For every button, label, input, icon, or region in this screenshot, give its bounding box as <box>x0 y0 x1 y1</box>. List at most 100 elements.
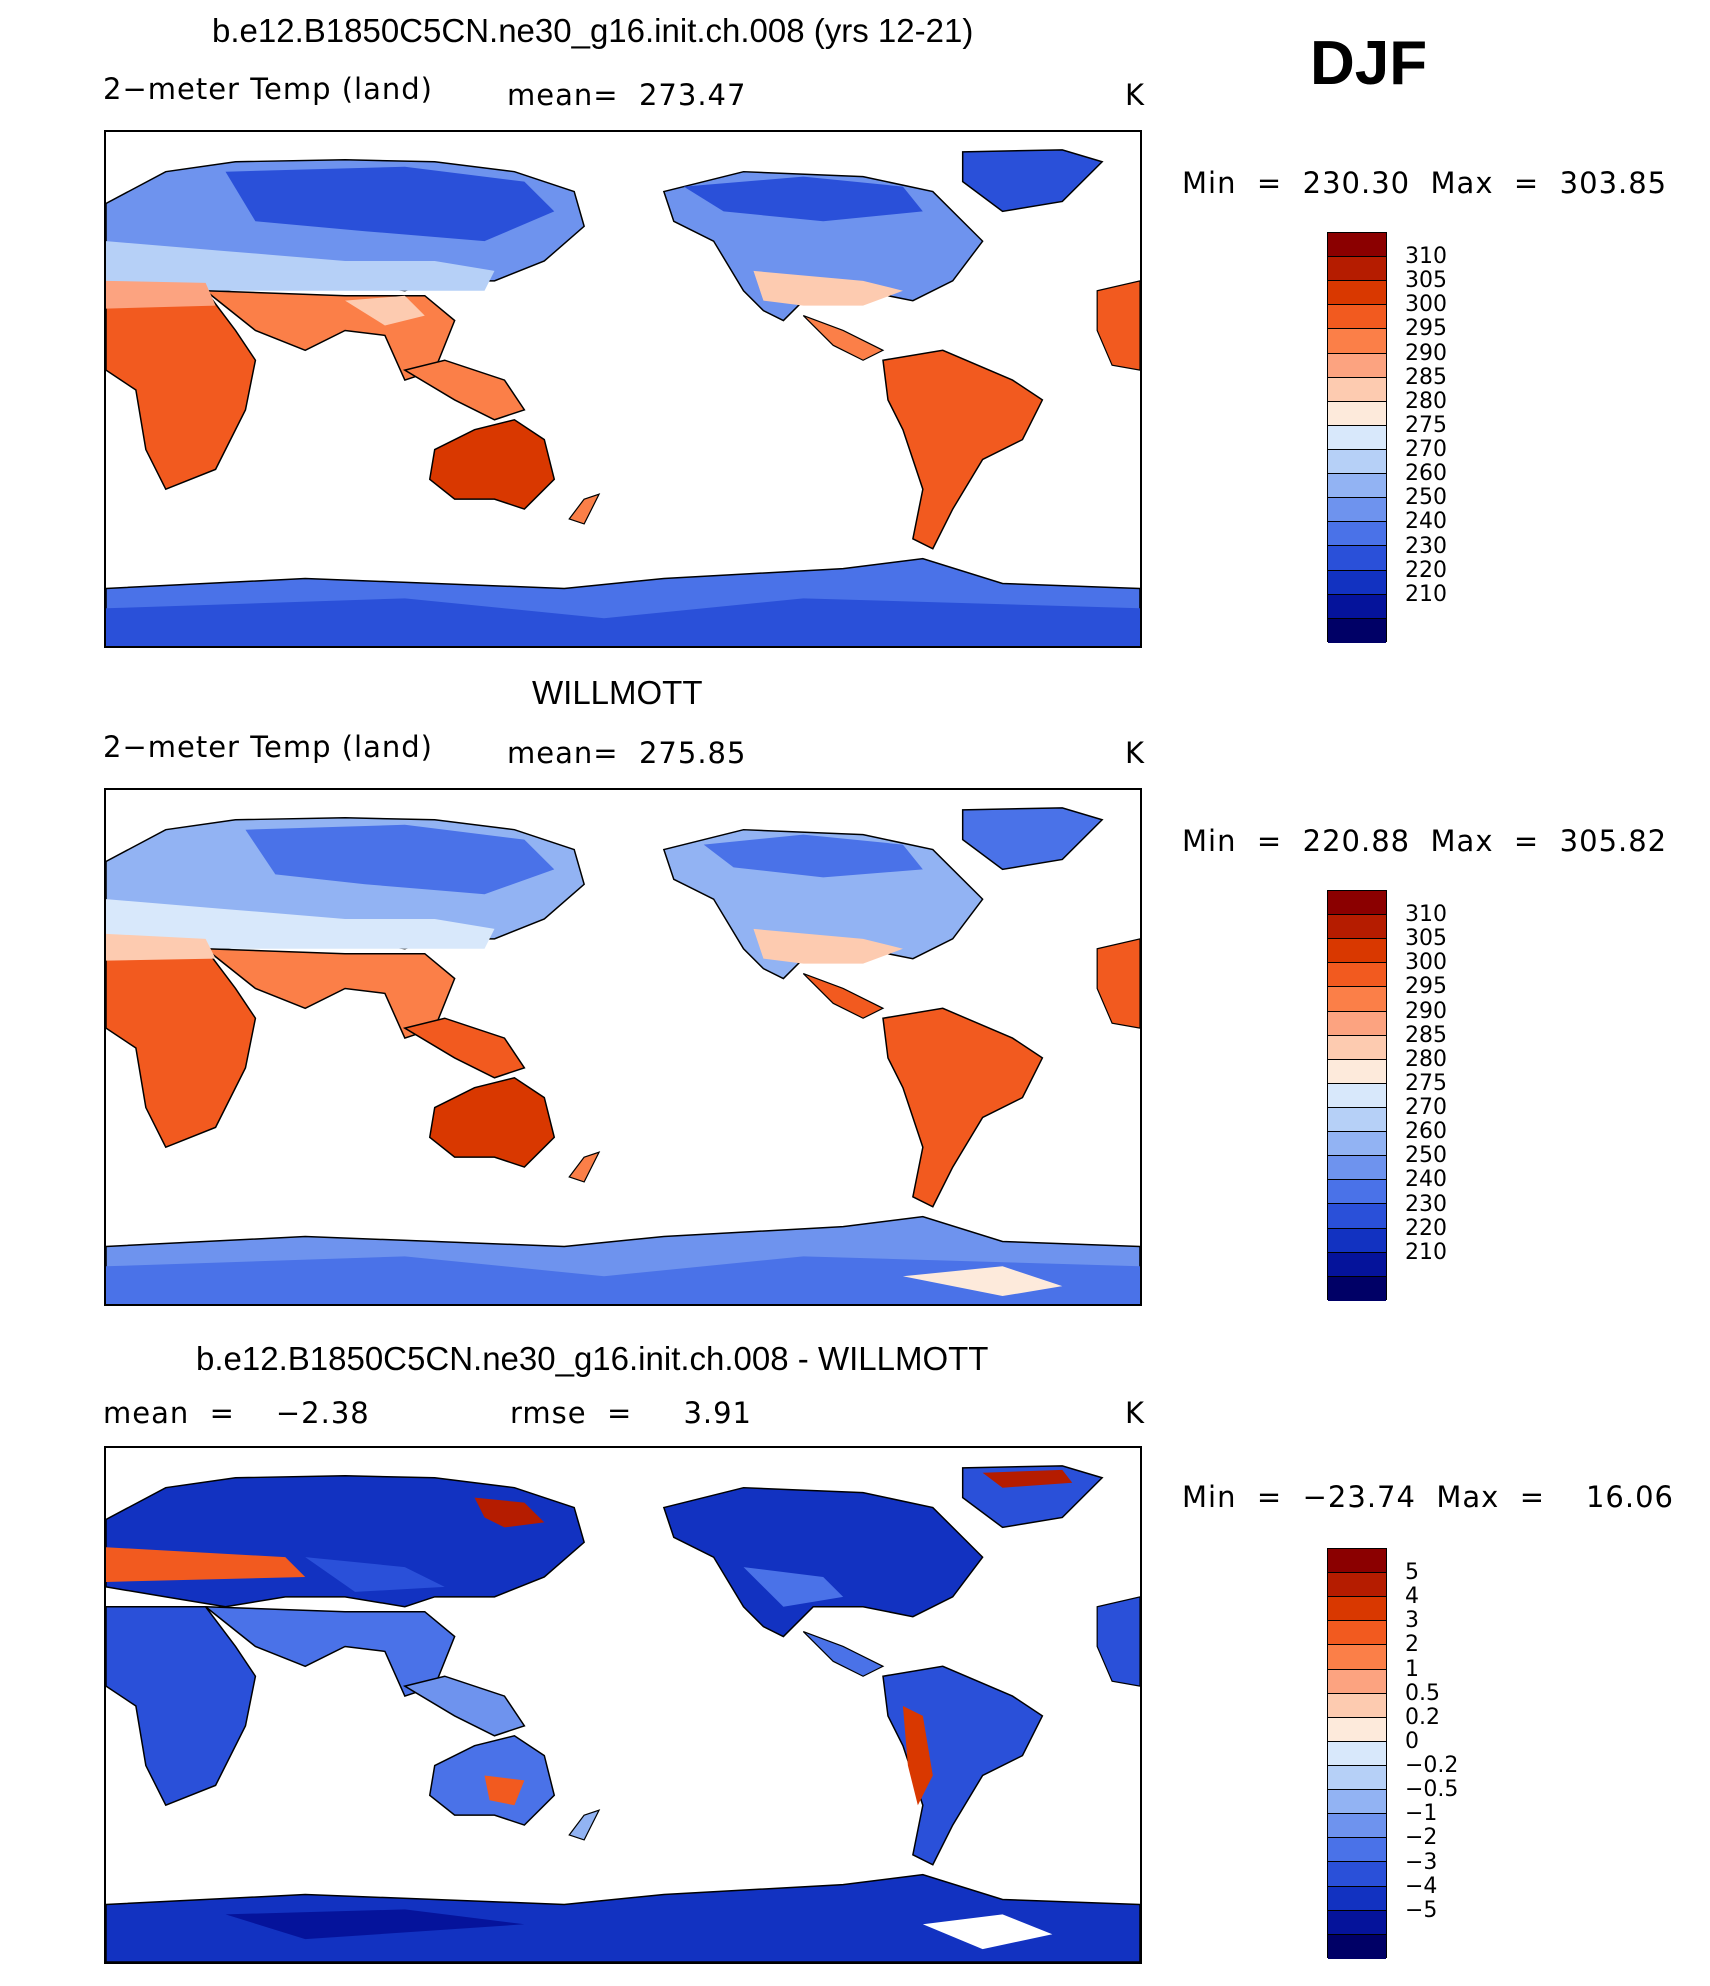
season-label: DJF <box>1310 29 1428 98</box>
panel2-units: K <box>1125 736 1146 770</box>
colorbar-segment <box>1328 233 1386 258</box>
colorbar-segment <box>1328 1252 1386 1277</box>
colorbar-tick-label: 285 <box>1405 1022 1447 1048</box>
panel1-map <box>104 130 1142 648</box>
colorbar-segment <box>1328 1107 1386 1133</box>
colorbar-tick-label: 240 <box>1405 1167 1447 1193</box>
colorbar-segment <box>1328 474 1386 499</box>
colorbar-tick-label: 310 <box>1405 244 1447 270</box>
colorbar-segment <box>1328 1180 1386 1205</box>
panel3-minmax: Min = −23.74 Max = 16.06 <box>1182 1480 1674 1514</box>
colorbar-segment <box>1328 1011 1386 1036</box>
colorbar-segment <box>1328 1204 1386 1229</box>
colorbar-tick-label: 305 <box>1405 926 1447 952</box>
colorbar-tick-label: −2 <box>1405 1825 1438 1851</box>
colorbar-tick-label: 260 <box>1405 1119 1447 1145</box>
colorbar-tick-label: 290 <box>1405 340 1447 366</box>
colorbar-segment <box>1328 963 1386 988</box>
panel2-minmax: Min = 220.88 Max = 305.82 <box>1182 824 1668 858</box>
panel3-map <box>104 1446 1142 1964</box>
colorbar-segment <box>1328 1862 1386 1887</box>
colorbar-tick-label: 310 <box>1405 902 1447 928</box>
panel2-variable-label: 2−meter Temp (land) <box>103 730 433 764</box>
colorbar-segment <box>1328 594 1386 619</box>
colorbar-tick-label: 300 <box>1405 292 1447 318</box>
colorbar-tick-label: 210 <box>1405 581 1447 607</box>
colorbar-segment <box>1328 1597 1386 1622</box>
panel1-mean-label: mean= 273.47 <box>507 78 747 112</box>
colorbar-segment <box>1328 1741 1386 1766</box>
colorbar-tick-label: 305 <box>1405 268 1447 294</box>
colorbar-segment <box>1328 329 1386 354</box>
colorbar-tick-label: 260 <box>1405 461 1447 487</box>
colorbar-tick-label: 0.2 <box>1405 1704 1440 1730</box>
colorbar-tick-label: 210 <box>1405 1239 1447 1265</box>
colorbar-tick-label: 295 <box>1405 974 1447 1000</box>
colorbar-tick-label: 295 <box>1405 316 1447 342</box>
colorbar-segment <box>1328 1886 1386 1911</box>
colorbar-segment <box>1328 257 1386 282</box>
colorbar-tick-label: 285 <box>1405 364 1447 390</box>
colorbar-segment <box>1328 1573 1386 1598</box>
panel3-units: K <box>1125 1396 1146 1430</box>
colorbar-segment <box>1328 522 1386 547</box>
colorbar-tick-label: 1 <box>1405 1656 1419 1682</box>
panel1-units: K <box>1125 78 1146 112</box>
colorbar-segment <box>1328 1228 1386 1253</box>
colorbar-tick-label: −1 <box>1405 1801 1438 1827</box>
panel3-rmse-label: rmse = 3.91 <box>510 1396 753 1430</box>
colorbar-segment <box>1328 1910 1386 1935</box>
colorbar-segment <box>1328 1669 1386 1694</box>
colorbar-tick-label: 250 <box>1405 485 1447 511</box>
colorbar-segment <box>1328 891 1386 916</box>
colorbar-tick-label: −4 <box>1405 1873 1438 1899</box>
colorbar-segment <box>1328 1083 1386 1108</box>
panel1-variable-label: 2−meter Temp (land) <box>103 72 433 106</box>
panel1-colorbar <box>1327 232 1387 643</box>
colorbar-segment <box>1328 939 1386 964</box>
colorbar-segment <box>1328 987 1386 1012</box>
panel1-minmax: Min = 230.30 Max = 303.85 <box>1182 166 1668 200</box>
colorbar-tick-label: 300 <box>1405 950 1447 976</box>
colorbar-tick-label: 220 <box>1405 557 1447 583</box>
colorbar-tick-label: 270 <box>1405 1095 1447 1121</box>
panel1-map-graphic <box>106 149 1140 646</box>
colorbar-segment <box>1328 1621 1386 1646</box>
colorbar-segment <box>1328 546 1386 571</box>
colorbar-tick-label: 5 <box>1405 1560 1419 1586</box>
colorbar-tick-label: 0 <box>1405 1728 1419 1754</box>
colorbar-segment <box>1328 618 1386 643</box>
panel3-colorbar <box>1327 1548 1387 1959</box>
colorbar-tick-label: 250 <box>1405 1143 1447 1169</box>
colorbar-segment <box>1328 1814 1386 1839</box>
colorbar-segment <box>1328 1717 1386 1742</box>
colorbar-segment <box>1328 1132 1386 1157</box>
colorbar-tick-label: 270 <box>1405 437 1447 463</box>
colorbar-tick-label: −0.2 <box>1405 1753 1459 1779</box>
colorbar-segment <box>1328 498 1386 523</box>
colorbar-segment <box>1328 915 1386 940</box>
colorbar-segment <box>1328 1934 1386 1959</box>
colorbar-segment <box>1328 401 1386 426</box>
colorbar-segment <box>1328 1156 1386 1181</box>
colorbar-segment <box>1328 1549 1386 1574</box>
colorbar-segment <box>1328 281 1386 306</box>
panel3-map-graphic <box>106 1465 1140 1962</box>
colorbar-segment <box>1328 425 1386 450</box>
colorbar-segment <box>1328 1693 1386 1718</box>
colorbar-segment <box>1328 570 1386 595</box>
colorbar-segment <box>1328 353 1386 378</box>
panel2-map <box>104 788 1142 1306</box>
colorbar-segment <box>1328 1059 1386 1084</box>
colorbar-tick-label: 290 <box>1405 998 1447 1024</box>
panel3-mean-label: mean = −2.38 <box>103 1396 370 1430</box>
colorbar-tick-label: 275 <box>1405 1070 1447 1096</box>
colorbar-segment <box>1328 1765 1386 1791</box>
colorbar-tick-label: 3 <box>1405 1608 1419 1634</box>
panel1-title: b.e12.B1850C5CN.ne30_g16.init.ch.008 (yr… <box>212 12 974 49</box>
colorbar-tick-label: 220 <box>1405 1215 1447 1241</box>
panel3-title: b.e12.B1850C5CN.ne30_g16.init.ch.008 - W… <box>196 1340 989 1377</box>
colorbar-tick-label: 280 <box>1405 1046 1447 1072</box>
panel2-map-graphic <box>106 807 1140 1304</box>
panel2-title: WILLMOTT <box>532 674 703 711</box>
